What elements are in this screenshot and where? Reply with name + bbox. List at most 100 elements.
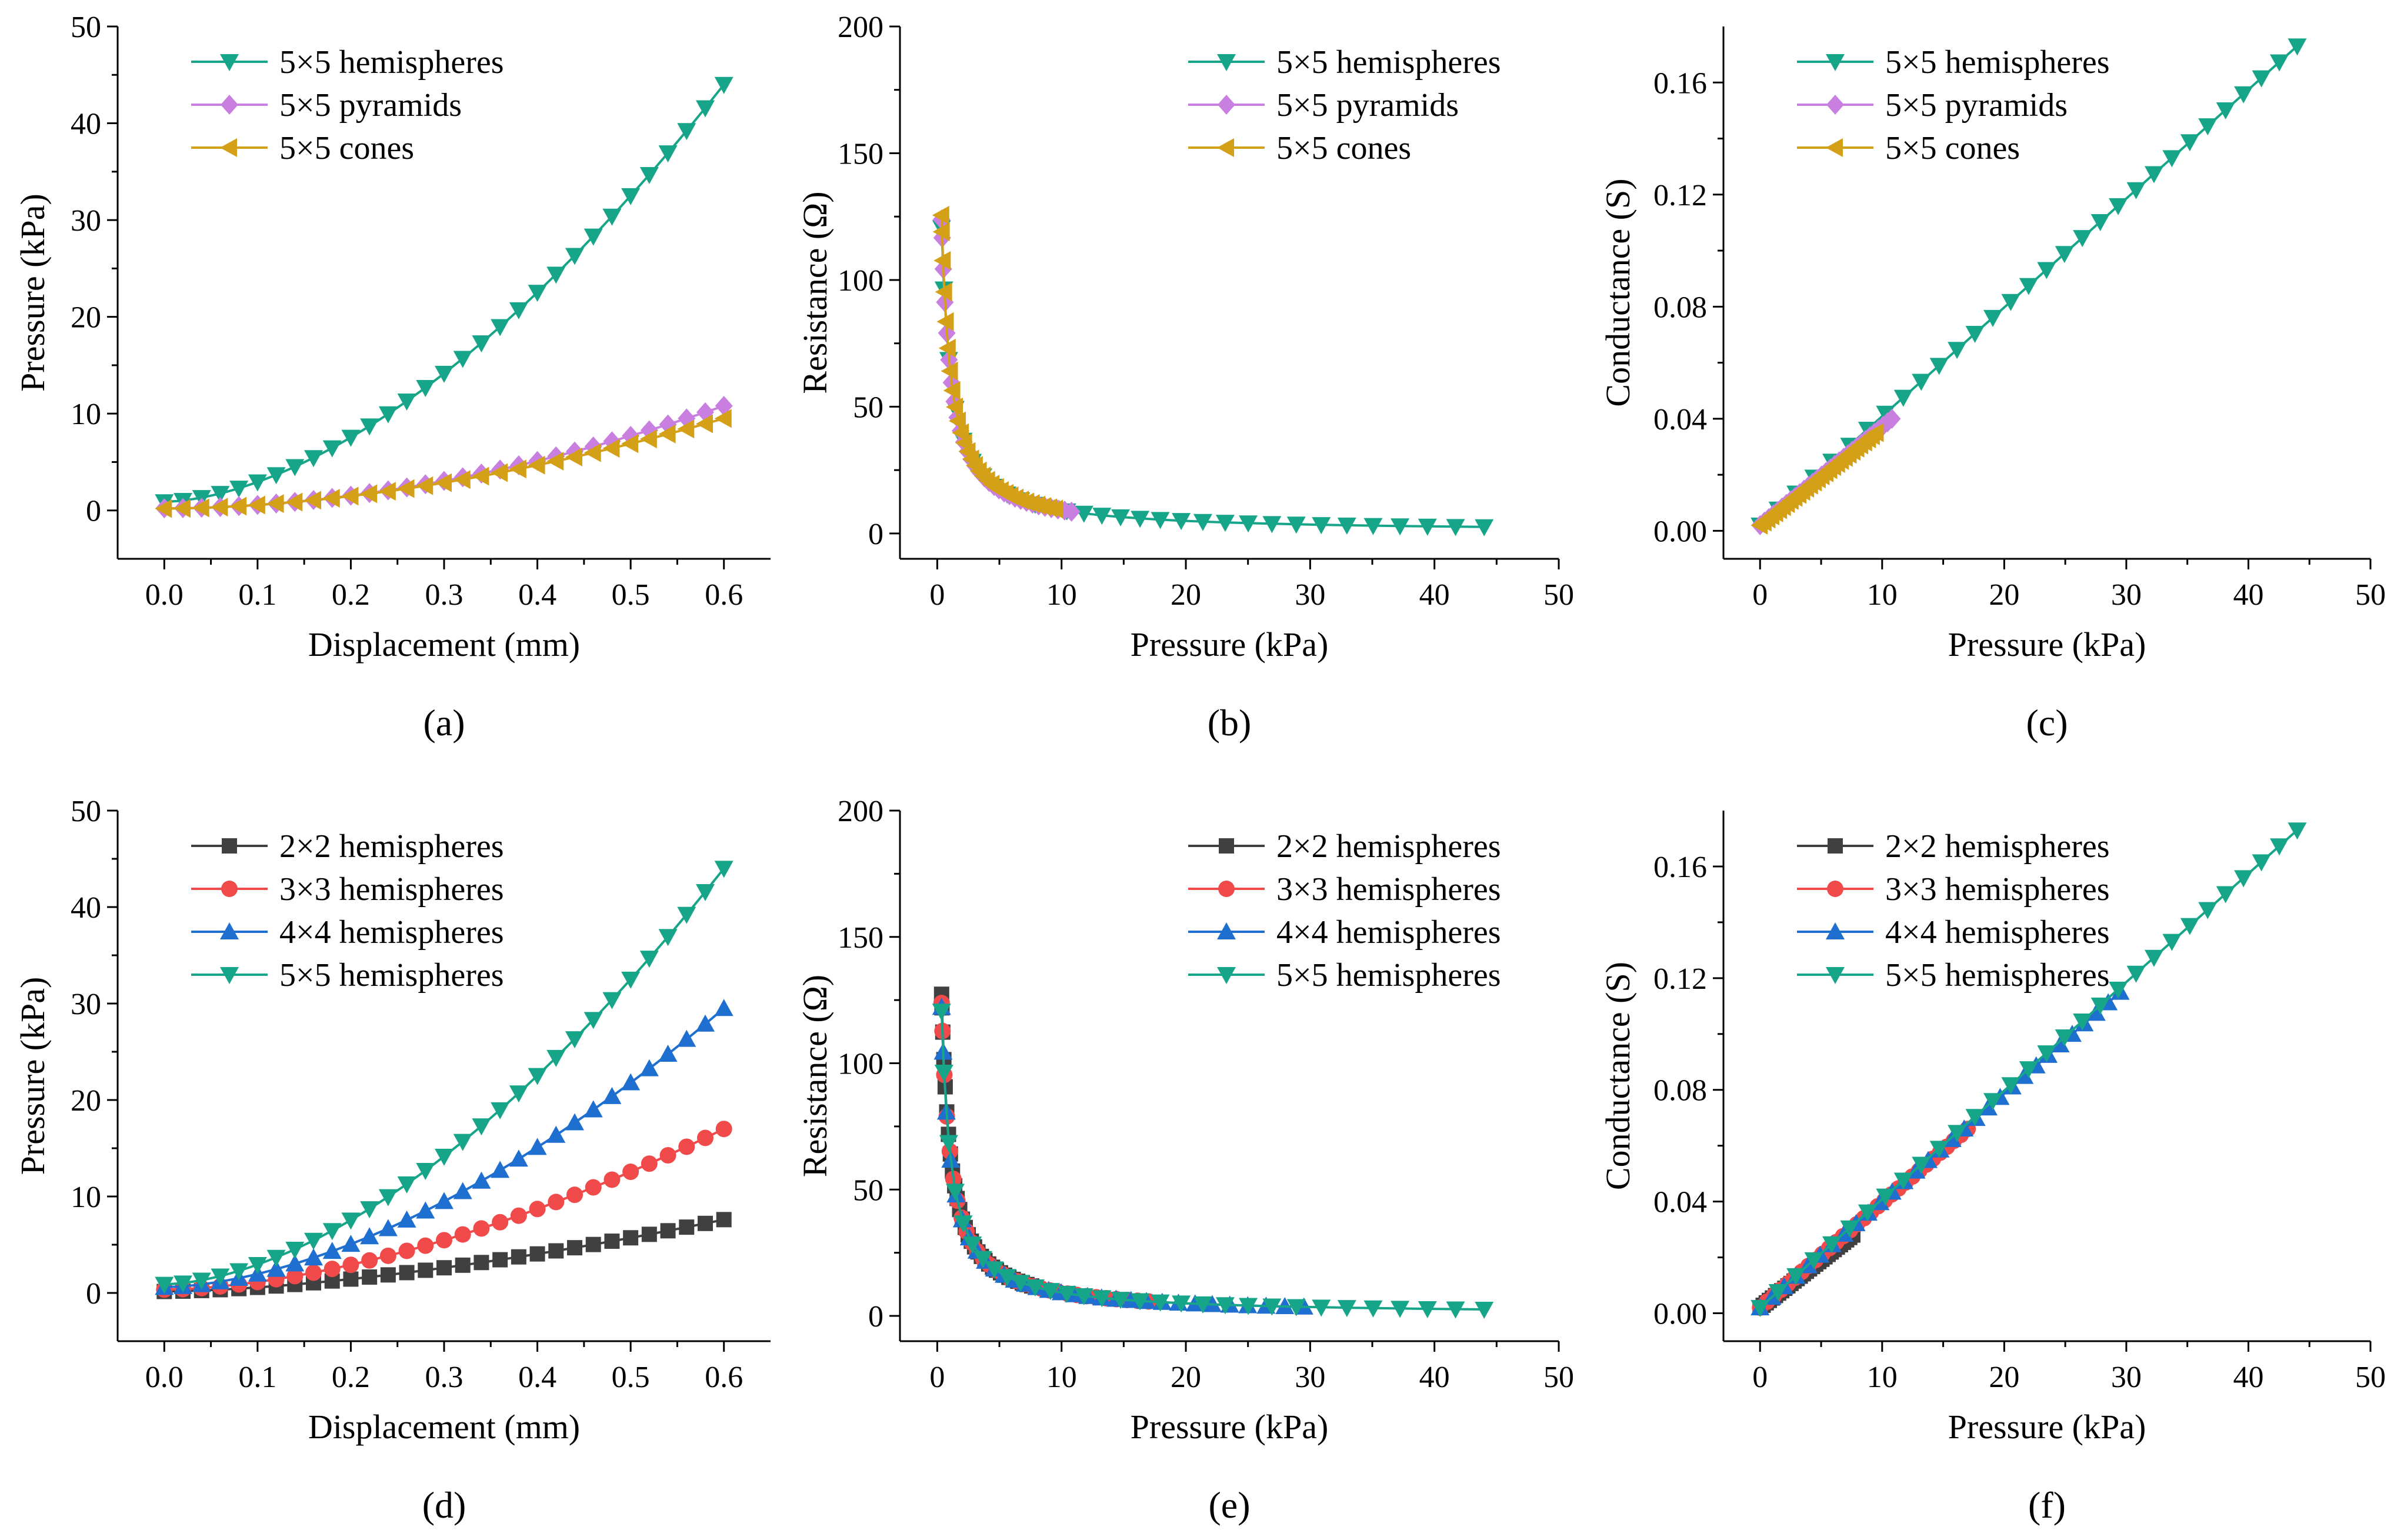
data-point [192,1272,211,1290]
legend: 2×2 hemispheres 3×3 hemispheres 4×4 hemisp… [191,828,504,994]
data-point [935,282,952,302]
data-point [621,434,639,454]
data-point [2090,997,2110,1015]
data-point [584,1100,603,1118]
data-point [1239,1298,1258,1315]
data-point [604,1234,620,1249]
data-point [696,414,713,434]
data-point [548,1243,564,1259]
legend-label: 2×2 hemispheres [1885,828,2110,865]
data-point [1475,519,1494,536]
data-point [324,1261,341,1278]
data-point [2162,150,2182,168]
y-tick-label: 40 [71,108,101,141]
y-tick-label: 0.16 [1653,66,1707,100]
data-point [714,76,733,94]
x-tick-label: 20 [1171,1361,1201,1394]
series-line [940,228,1485,528]
data-point [1262,516,1282,534]
data-point [491,1161,510,1178]
data-point [2001,294,2020,311]
data-point [360,1201,379,1219]
legend-label: 5×5 cones [279,130,414,166]
data-point [677,1029,696,1047]
data-point [1046,499,1063,519]
y-tick-label: 0 [86,1277,101,1311]
data-point [378,482,396,501]
legend-label: 5×5 hemispheres [1276,957,1501,994]
data-point [266,494,284,514]
data-point [285,492,303,512]
y-tick-label: 0.04 [1653,1186,1707,1219]
data-series [155,861,733,1294]
data-point [567,1240,582,1256]
legend: 5×5 hemispheres 5×5 pyramids 5×5 cones [191,44,504,166]
data-point [565,1031,584,1049]
data-point [639,429,657,449]
data-series [1751,822,2307,1318]
data-point [602,1086,622,1104]
data-point [546,451,564,471]
data-point [474,1255,489,1271]
data-point [1876,405,1895,423]
data-point [341,486,359,506]
legend-label: 5×5 pyramids [279,87,462,124]
legend: 5×5 hemispheres 5×5 pyramids 5×5 cones [1797,44,2110,166]
data-point [714,861,733,878]
data-point [1215,1297,1235,1315]
data-point [584,228,603,246]
data-point [1929,358,1949,375]
data-point [696,1014,715,1032]
x-tick-label: 0.0 [145,1361,184,1394]
y-tick-label: 200 [838,795,883,828]
legend-swatch-marker [1826,922,1845,939]
x-tick-label: 0.5 [612,578,650,612]
data-point [2109,198,2128,215]
data-point [510,1207,527,1224]
data-point [546,1049,566,1067]
x-tick-label: 10 [1867,578,1898,612]
data-point [417,1237,434,1254]
legend-swatch-marker [1217,967,1236,984]
data-point [1965,1109,1985,1126]
data-point [454,1226,471,1243]
data-point [932,205,949,225]
data-point [2037,262,2056,279]
data-series [932,1004,1494,1319]
data-point [378,1219,398,1236]
data-point [418,1262,434,1278]
data-point [2019,278,2038,295]
x-tick-label: 30 [2111,1361,2142,1394]
data-point [528,1138,547,1155]
data-point [641,1155,658,1172]
data-point [248,474,267,492]
data-point [342,1256,359,1274]
y-tick-label: 0 [86,495,101,528]
data-point [1262,1298,1282,1316]
data-point [229,1263,249,1281]
data-point [679,1219,695,1235]
y-tick-label: 0.00 [1653,1298,1707,1331]
data-point [379,1247,396,1264]
data-point [658,929,678,946]
data-point [509,1149,528,1167]
data-point [1286,516,1306,534]
x-tick-label: 20 [1989,1361,2019,1394]
data-point [304,491,321,510]
data-series [933,995,1157,1310]
y-tick-label: 100 [838,1048,883,1081]
data-point [341,1235,361,1252]
data-point [378,406,398,424]
legend-label: 3×3 hemispheres [1885,871,2110,908]
legend-label: 3×3 hemispheres [279,871,504,908]
data-point [603,1171,621,1188]
x-tick-label: 50 [1543,1361,1574,1394]
data-point [1111,1292,1131,1309]
y-tick-label: 100 [838,264,883,298]
x-tick-label: 50 [2355,578,2386,612]
data-point [1883,408,1901,429]
legend: 2×2 hemispheres 3×3 hemispheres 4×4 hemisp… [1797,828,2110,994]
data-point [1876,1188,1895,1206]
data-point [658,145,678,163]
data-point [397,1176,416,1194]
